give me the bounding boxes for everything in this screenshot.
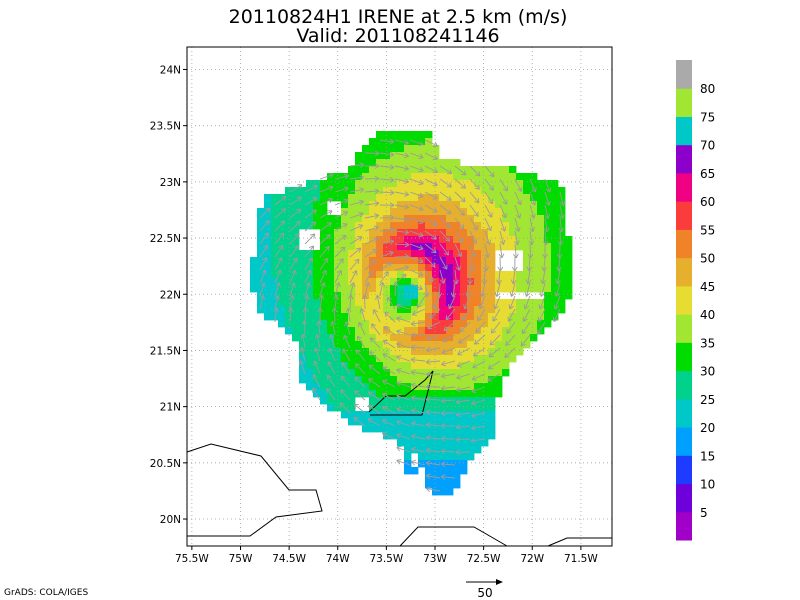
y-tick-label: 21N <box>160 402 181 414</box>
colorbar-label: 5 <box>700 506 708 520</box>
colorbar-swatch <box>676 314 692 343</box>
colorbar-label: 20 <box>700 421 715 435</box>
colorbar-swatch <box>676 511 692 541</box>
plot-frame <box>186 46 613 547</box>
chart-title: 20110824H1 IRENE at 2.5 km (m/s) <box>229 6 568 28</box>
x-axis-ticks: 75.5W 75W 74.5W 74W 73.5W 73W 72.5W 72W 71.5W <box>175 546 598 565</box>
colorbar-label: 35 <box>700 336 715 350</box>
colorbar-swatch <box>676 370 692 400</box>
colorbar-swatch <box>676 229 692 259</box>
colorbar-label: 30 <box>700 365 715 379</box>
colorbar-swatch <box>676 427 692 456</box>
colorbar-label: 10 <box>700 478 715 492</box>
wind-vectors <box>259 138 566 492</box>
y-tick-label: 23.5N <box>150 121 181 133</box>
colorbar-swatch <box>676 144 692 174</box>
colorbar-swatch <box>676 398 692 428</box>
x-tick-label: 73W <box>423 553 447 565</box>
colorbar-swatch <box>676 172 692 202</box>
x-tick-label: 74W <box>326 553 350 565</box>
y-tick-label: 23N <box>160 177 181 189</box>
hispaniola-east-coastline <box>547 537 612 547</box>
grid-lines <box>187 47 612 546</box>
colorbar-swatch <box>676 455 692 485</box>
colorbar-swatch <box>676 483 692 513</box>
y-tick-label: 20N <box>160 514 181 526</box>
cuba-coastline <box>186 443 323 537</box>
x-tick-label: 75.5W <box>175 553 209 565</box>
x-tick-label: 72W <box>520 553 544 565</box>
colorbar-label: 60 <box>700 195 715 209</box>
x-tick-label: 73.5W <box>369 553 403 565</box>
colorbar-label: 40 <box>700 308 715 322</box>
vector-reference-label: 50 <box>477 586 492 600</box>
colorbar-swatch <box>676 285 692 315</box>
y-tick-label: 22N <box>160 289 181 301</box>
y-axis-ticks: 20N 20.5N 21N 21.5N 22N 22.5N 23N 23.5N 24N <box>150 64 187 526</box>
chart-subtitle: Valid: 201108241146 <box>296 25 499 47</box>
colorbar-label: 15 <box>700 449 715 463</box>
y-tick-label: 22.5N <box>150 233 181 245</box>
x-tick-label: 74.5W <box>272 553 306 565</box>
y-tick-label: 24N <box>160 64 181 76</box>
x-tick-label: 75W <box>229 553 253 565</box>
y-tick-label: 21.5N <box>150 345 181 357</box>
colorbar-label: 65 <box>700 167 715 181</box>
colorbar-swatch <box>676 88 692 117</box>
colorbar-swatch <box>676 257 692 287</box>
colorbar-label: 55 <box>700 223 715 237</box>
colorbar-label: 50 <box>700 252 715 266</box>
vector-reference: 50 <box>466 579 503 600</box>
x-tick-label: 71.5W <box>564 553 598 565</box>
colorbar-label: 75 <box>700 110 715 124</box>
colorbar-label: 80 <box>700 82 715 96</box>
colorbar-label: 45 <box>700 280 715 294</box>
colorbar-label: 70 <box>700 139 715 153</box>
colorbar-swatch <box>676 201 692 230</box>
colorbar-swatch <box>676 116 692 146</box>
x-tick-label: 72.5W <box>467 553 501 565</box>
wind-speed-field <box>250 131 573 496</box>
colorbar-swatch <box>676 342 692 372</box>
grads-credit: GrADS: COLA/IGES <box>4 588 88 598</box>
colorbar-swatch <box>676 60 692 89</box>
colorbar-label: 25 <box>700 393 715 407</box>
colorbar: 5 10 15 20 25 30 35 40 45 50 55 60 65 70 75 80 <box>676 60 715 541</box>
hispaniola-coastline <box>399 526 508 547</box>
y-tick-label: 20.5N <box>150 458 181 470</box>
